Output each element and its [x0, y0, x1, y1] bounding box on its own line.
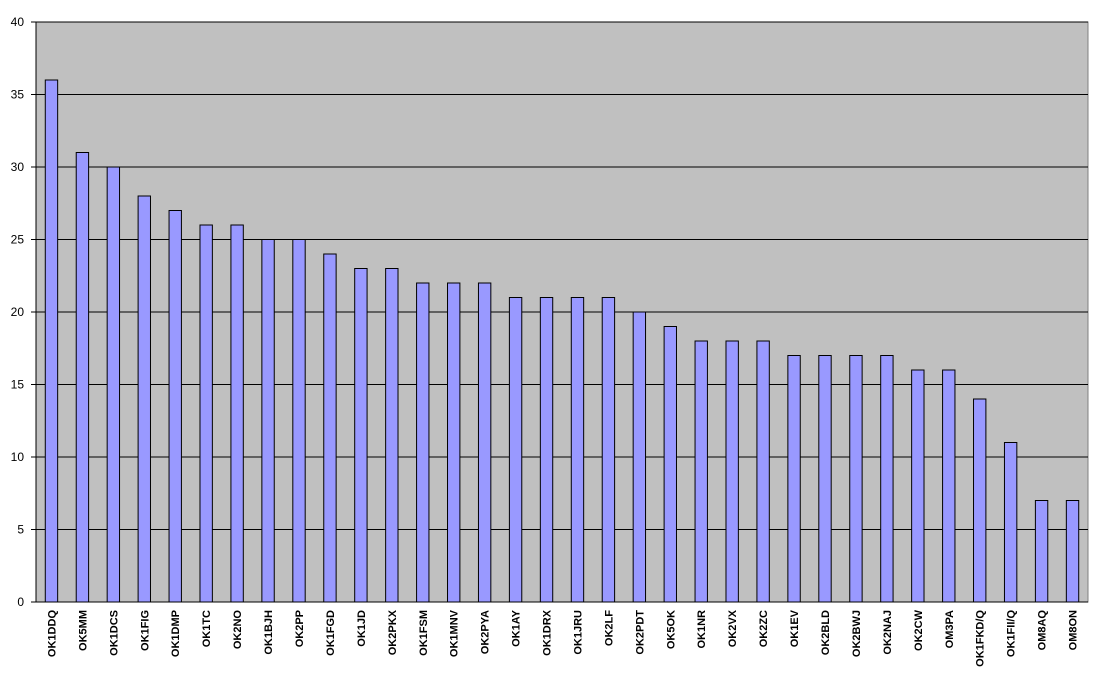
y-tick-label: 35	[11, 88, 25, 102]
y-tick-label: 40	[11, 15, 25, 29]
bar	[570, 297, 585, 603]
bar	[632, 311, 647, 603]
x-tick-label: OM8ON	[1068, 610, 1080, 650]
bar	[694, 340, 708, 603]
x-tick-label: OK2ZC	[758, 610, 770, 647]
x-tick-label: OK1TC	[201, 610, 213, 647]
bar	[973, 398, 987, 603]
x-tick-label: OK5MM	[77, 610, 89, 651]
bar	[818, 355, 832, 603]
y-tick-label: 10	[11, 450, 25, 464]
bar	[849, 355, 863, 603]
x-tick-label: OK1FGD	[325, 610, 337, 656]
x-tick-label: OK2LF	[603, 610, 615, 646]
x-tick-label: OK2NO	[232, 610, 244, 650]
x-tick-label: OK1FIG	[139, 610, 151, 651]
bar	[416, 282, 430, 603]
x-tick-label: OK2BLD	[820, 610, 832, 655]
y-tick-label: 0	[17, 595, 24, 609]
bar	[508, 297, 523, 603]
bar	[539, 297, 554, 603]
x-tick-label: OK1FKD/Q	[975, 610, 987, 667]
bar	[137, 195, 151, 603]
x-tick-label: OK1DCS	[108, 610, 120, 656]
x-tick-label: OK1DMP	[170, 610, 182, 657]
bar	[447, 282, 461, 603]
bar	[199, 224, 213, 603]
x-tick-label: OK2PDT	[634, 610, 646, 655]
x-tick-label: OK1NR	[696, 610, 708, 649]
bar	[911, 369, 925, 603]
x-tick-label: OK1EV	[789, 609, 801, 647]
x-tick-label: OM8AQ	[1037, 610, 1049, 651]
bar	[168, 210, 182, 603]
x-tick-label: OK2PP	[294, 610, 306, 647]
bar	[323, 253, 337, 603]
bar	[477, 282, 492, 603]
x-tick-label: OK1JRU	[572, 610, 584, 655]
x-tick-label: OK1DRX	[542, 609, 554, 656]
x-tick-label: OK2CW	[913, 609, 925, 651]
y-tick-label: 25	[11, 233, 25, 247]
y-tick-label: 5	[17, 523, 24, 537]
bar	[75, 152, 90, 603]
bar	[354, 268, 368, 603]
bar	[1034, 500, 1049, 603]
x-tick-label: OK5OK	[665, 610, 677, 649]
bar	[1065, 500, 1080, 603]
bar	[725, 340, 739, 603]
bar	[1003, 442, 1018, 603]
x-tick-label: OK1FSM	[418, 610, 430, 656]
x-tick-label: OK1JD	[356, 610, 368, 647]
bar	[601, 297, 616, 603]
bar	[787, 355, 801, 603]
bar	[385, 268, 399, 603]
x-tick-label: OK2VX	[727, 609, 739, 647]
bar	[106, 166, 121, 603]
x-tick-label: OK2PYA	[480, 610, 492, 654]
bar	[44, 79, 59, 603]
y-tick-label: 20	[11, 305, 25, 319]
x-tick-label: OK2NAJ	[882, 610, 894, 655]
bar	[942, 369, 956, 603]
x-tick-label: OK1BJH	[263, 610, 275, 655]
y-tick-label: 15	[11, 378, 25, 392]
x-tick-label: OK1FII/Q	[1006, 610, 1018, 658]
x-tick-label: OK1AY	[511, 609, 523, 647]
bar	[261, 239, 275, 603]
x-tick-label: OK2PKX	[387, 609, 399, 655]
x-tick-label: OK1MNV	[449, 609, 461, 657]
y-tick-label: 30	[11, 160, 25, 174]
x-tick-label: OK1DDQ	[46, 610, 58, 658]
bar	[756, 340, 770, 603]
bar	[292, 239, 306, 603]
bar	[230, 224, 244, 603]
x-tick-label: OK2BWJ	[851, 610, 863, 657]
bar	[663, 326, 677, 603]
x-tick-label: OM3PA	[944, 610, 956, 648]
bar	[880, 355, 894, 603]
